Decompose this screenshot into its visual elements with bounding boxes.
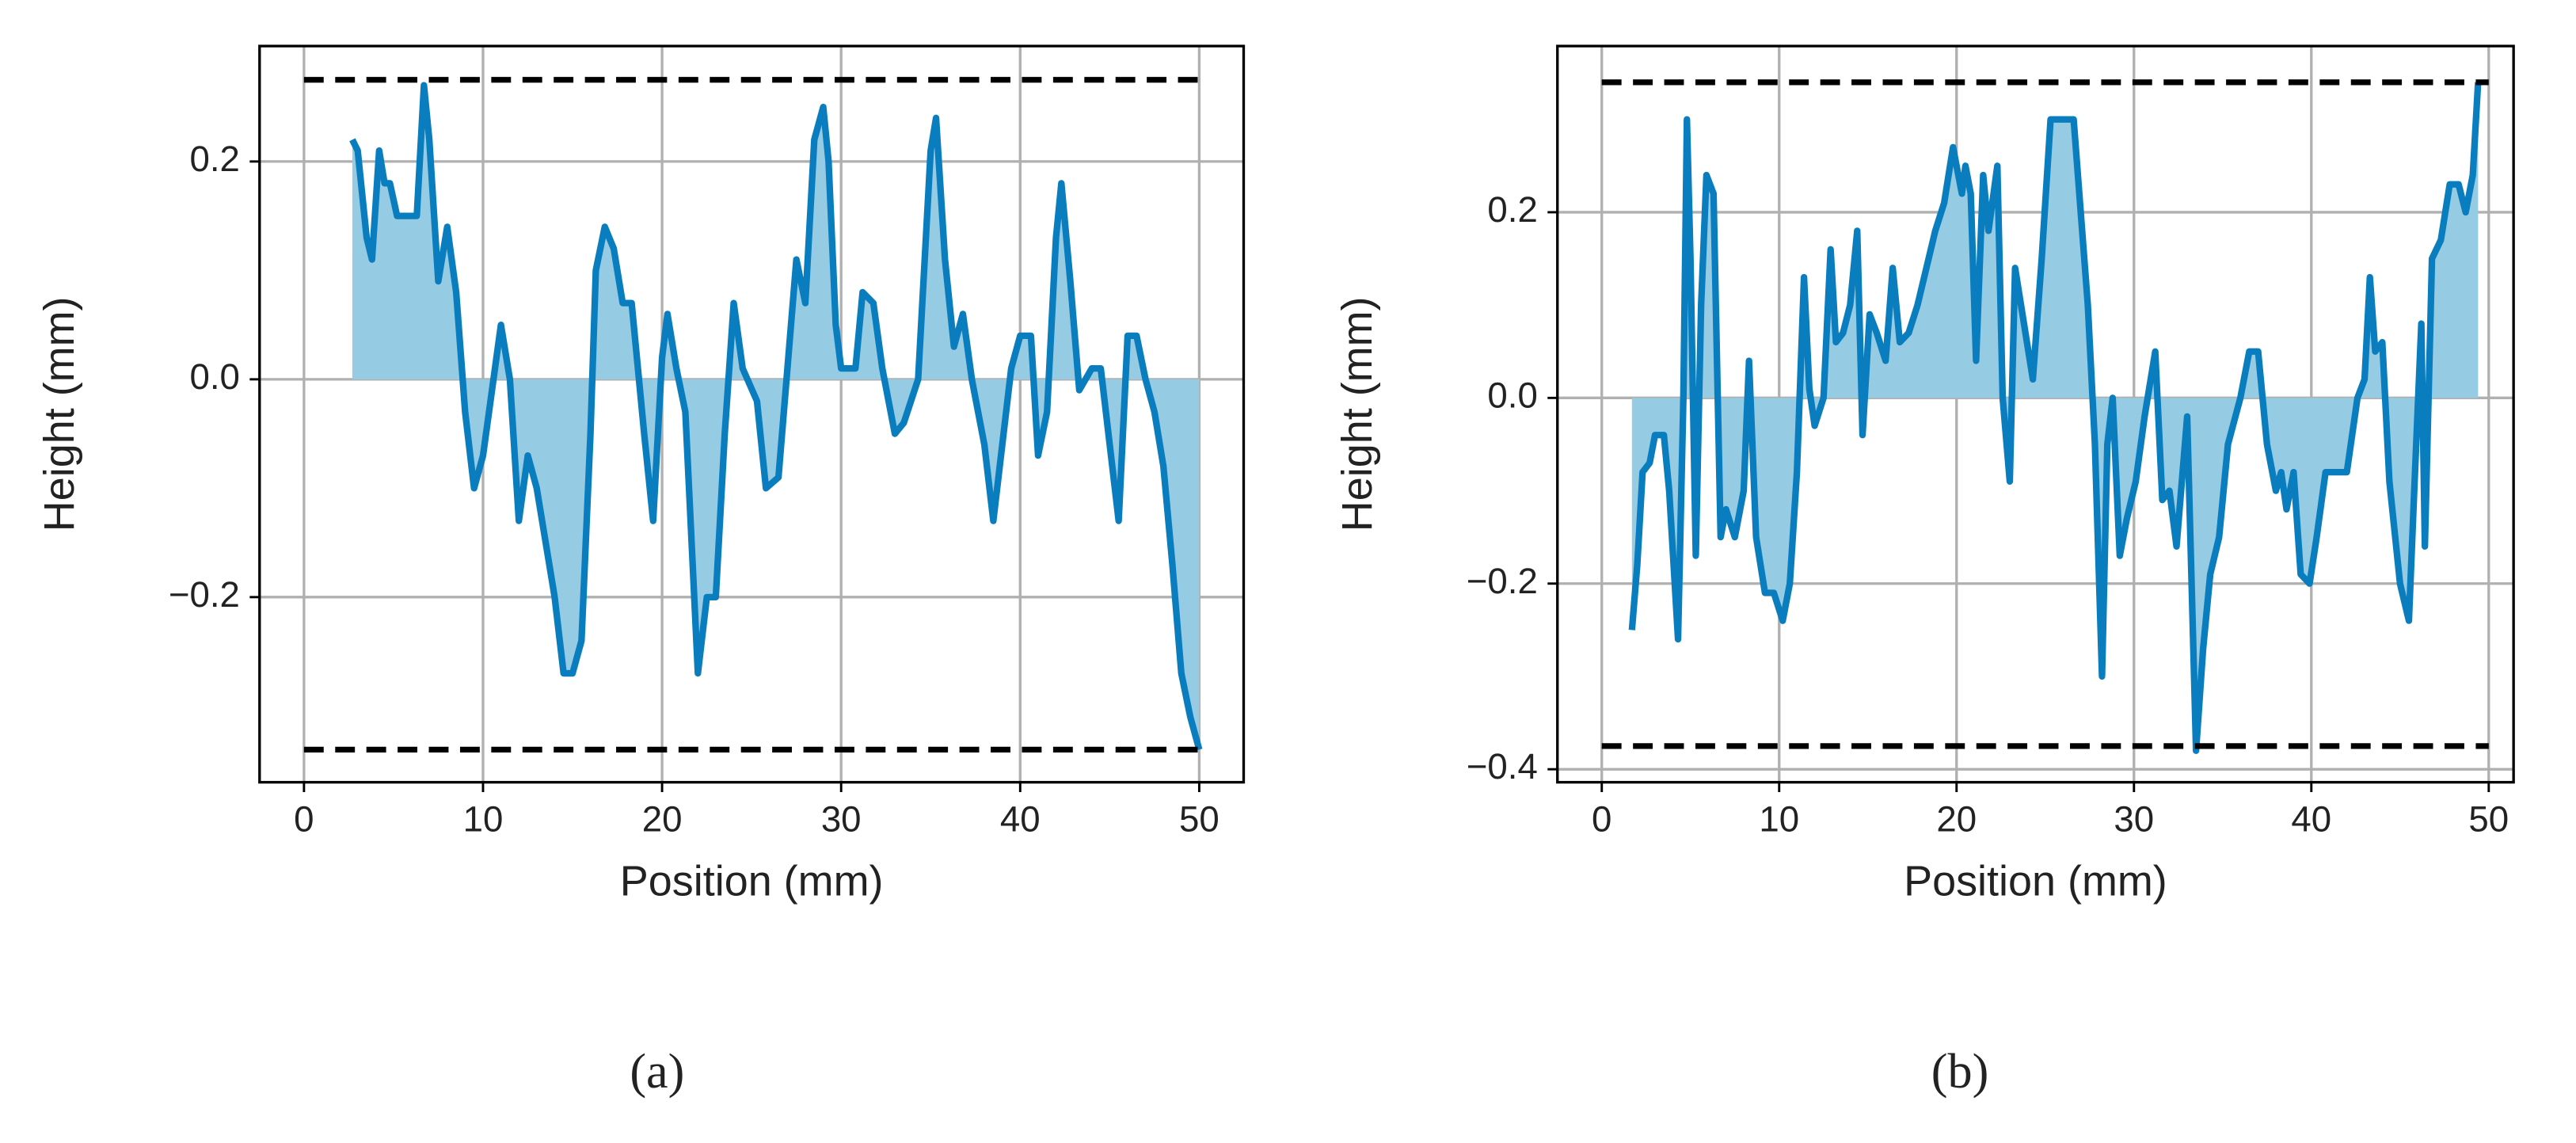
- x-tick-label: 40: [1000, 798, 1041, 839]
- x-axis-label: Position (mm): [1904, 857, 2167, 905]
- x-axis-label: Position (mm): [620, 857, 884, 905]
- x-tick-label: 20: [1936, 798, 1977, 839]
- x-tick-label: 10: [1759, 798, 1799, 839]
- y-tick-label: 0.0: [1487, 375, 1537, 415]
- y-tick-label: 0.2: [189, 139, 239, 179]
- axes-frame: [258, 44, 1246, 784]
- caption: (b): [1931, 1045, 1989, 1099]
- x-tick-label: 10: [463, 798, 504, 839]
- y-tick-label: −0.2: [1467, 561, 1538, 601]
- x-tick-label: 0: [294, 798, 314, 839]
- y-tick-label: −0.2: [169, 574, 240, 615]
- x-tick-label: 0: [1592, 798, 1611, 839]
- line: [349, 82, 1203, 751]
- y-tick-label: −0.4: [1467, 746, 1538, 787]
- caption: (a): [630, 1045, 684, 1099]
- x-tick-label: 30: [2114, 798, 2154, 839]
- y-axis-label: Height (mm): [1334, 297, 1381, 532]
- x-tick-label: 50: [1179, 798, 1220, 839]
- area: [1631, 82, 2479, 751]
- line: [1628, 82, 2482, 754]
- x-tick-label: 30: [821, 798, 862, 839]
- area: [352, 85, 1200, 750]
- y-tick-label: 0.0: [189, 356, 239, 397]
- x-tick-label: 50: [2468, 798, 2509, 839]
- x-tick-label: 20: [642, 798, 683, 839]
- x-tick-label: 40: [2291, 798, 2331, 839]
- y-tick-label: 0.2: [1487, 189, 1537, 230]
- y-axis-label: Height (mm): [36, 297, 83, 532]
- axes-frame: [1556, 44, 2515, 784]
